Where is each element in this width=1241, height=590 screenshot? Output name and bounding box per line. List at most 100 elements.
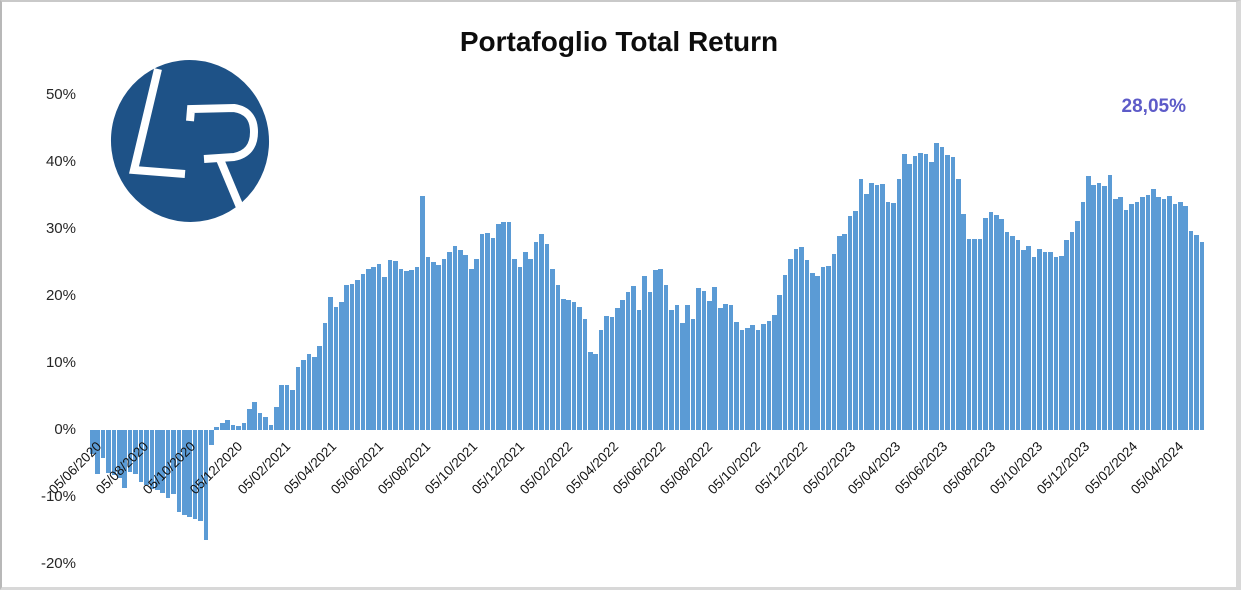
bar bbox=[501, 222, 506, 430]
bar bbox=[165, 430, 171, 499]
bar bbox=[176, 430, 182, 512]
bar bbox=[458, 250, 463, 430]
bar bbox=[999, 218, 1004, 430]
bar bbox=[658, 269, 663, 430]
bar bbox=[615, 308, 620, 430]
bar bbox=[1064, 240, 1069, 430]
bar bbox=[696, 287, 701, 430]
bar bbox=[403, 270, 409, 430]
bar bbox=[328, 297, 333, 430]
y-tick-label: 0% bbox=[54, 421, 76, 438]
bar bbox=[268, 424, 274, 430]
bar bbox=[950, 157, 956, 430]
bar bbox=[869, 182, 875, 430]
bar bbox=[1010, 235, 1015, 430]
bar bbox=[609, 316, 615, 430]
bar bbox=[885, 202, 891, 430]
bar bbox=[1053, 257, 1059, 430]
bar bbox=[409, 269, 414, 430]
bar bbox=[1096, 183, 1102, 430]
bar bbox=[144, 430, 149, 485]
bar bbox=[1075, 220, 1080, 430]
bar bbox=[788, 259, 793, 430]
bar bbox=[376, 263, 382, 430]
bar bbox=[577, 307, 582, 430]
bar bbox=[95, 430, 100, 475]
bar bbox=[263, 416, 268, 430]
bar bbox=[1113, 198, 1118, 430]
bar bbox=[1021, 250, 1026, 430]
bar bbox=[252, 401, 257, 430]
bar bbox=[295, 367, 301, 430]
bar bbox=[393, 261, 398, 430]
bar bbox=[506, 221, 512, 430]
bar bbox=[90, 430, 95, 455]
bar bbox=[133, 430, 138, 475]
bar bbox=[912, 155, 918, 430]
bar bbox=[474, 259, 479, 430]
bar bbox=[127, 430, 133, 472]
bar bbox=[934, 143, 940, 430]
bar bbox=[290, 390, 295, 430]
bar bbox=[642, 275, 647, 430]
bar bbox=[382, 276, 387, 430]
bar bbox=[236, 425, 241, 430]
bar bbox=[533, 242, 539, 430]
bar bbox=[1156, 196, 1161, 430]
bar bbox=[761, 324, 766, 430]
bar bbox=[663, 285, 669, 430]
bar bbox=[712, 286, 718, 430]
bar bbox=[669, 310, 674, 430]
bar bbox=[192, 430, 198, 520]
bar bbox=[1080, 202, 1086, 430]
bar bbox=[918, 152, 923, 430]
y-tick-label: 50% bbox=[45, 86, 76, 103]
bar bbox=[198, 430, 203, 522]
bar bbox=[550, 269, 555, 430]
bar bbox=[652, 269, 658, 430]
bar bbox=[755, 329, 761, 430]
bar bbox=[106, 430, 111, 473]
bar bbox=[1188, 231, 1194, 430]
bar bbox=[463, 255, 469, 430]
bar bbox=[723, 304, 728, 430]
bar bbox=[956, 179, 961, 430]
bar bbox=[674, 304, 680, 430]
bar bbox=[631, 285, 636, 430]
bar bbox=[1091, 185, 1096, 430]
y-tick-label: 10% bbox=[45, 354, 76, 371]
bar bbox=[154, 430, 160, 490]
bar bbox=[836, 235, 842, 430]
bar bbox=[571, 302, 577, 430]
bar bbox=[598, 330, 604, 430]
bar bbox=[734, 322, 739, 430]
bar bbox=[182, 430, 187, 516]
bar bbox=[717, 308, 723, 430]
bar bbox=[766, 320, 772, 430]
logo-lr-icon bbox=[110, 60, 270, 222]
bar bbox=[214, 427, 220, 430]
y-tick-label: -20% bbox=[40, 555, 76, 572]
bar bbox=[1123, 210, 1129, 430]
bar bbox=[1140, 196, 1145, 430]
bar bbox=[820, 267, 826, 430]
bar bbox=[880, 184, 885, 430]
bar bbox=[809, 272, 815, 430]
bar bbox=[279, 385, 285, 430]
bar bbox=[593, 353, 598, 430]
bar bbox=[344, 285, 349, 430]
bar bbox=[1150, 188, 1156, 430]
bar bbox=[117, 430, 122, 479]
bar bbox=[149, 430, 155, 489]
bar bbox=[1129, 203, 1134, 430]
bar bbox=[241, 423, 247, 430]
bar bbox=[209, 430, 214, 446]
bar bbox=[431, 261, 436, 430]
bar bbox=[1037, 249, 1042, 430]
bar bbox=[512, 259, 517, 430]
bar bbox=[582, 318, 588, 430]
bar bbox=[360, 273, 366, 430]
bar bbox=[138, 430, 144, 483]
chart-title: Portafoglio Total Return bbox=[459, 26, 779, 57]
